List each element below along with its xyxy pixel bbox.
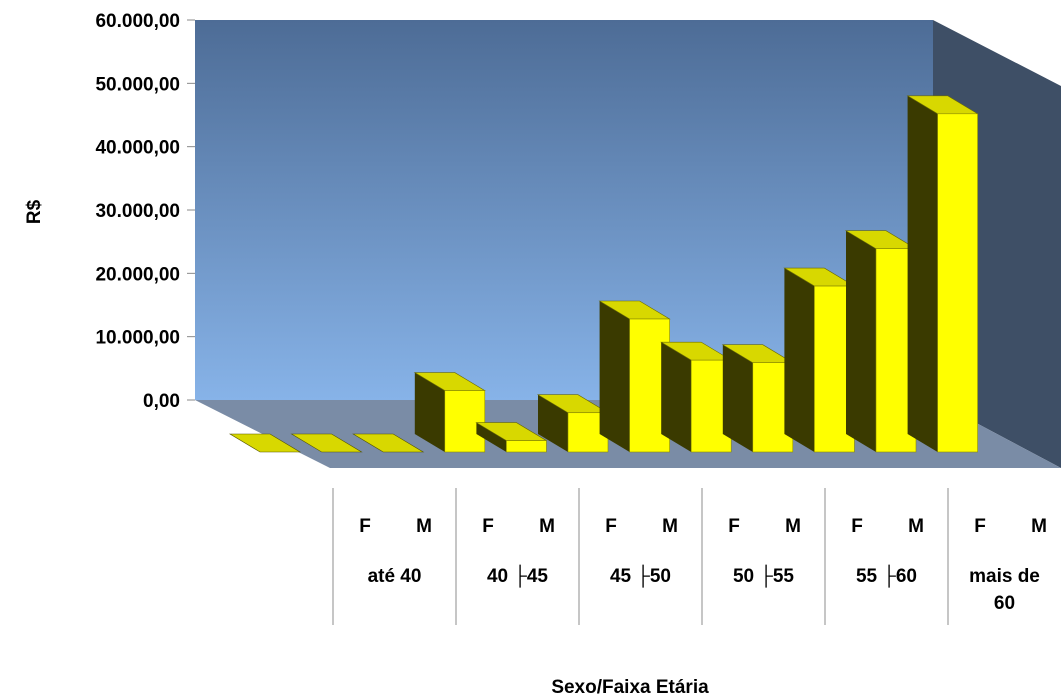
sex-label: F — [851, 516, 863, 537]
bar-side — [661, 342, 692, 452]
sex-label: M — [908, 516, 924, 537]
bar-M-12 — [906, 95, 979, 453]
bar-side — [846, 230, 876, 452]
sex-label: M — [539, 516, 555, 537]
sex-label: F — [728, 516, 740, 537]
bar-front — [937, 113, 978, 453]
y-tick-label: 60.000,00 — [95, 11, 180, 32]
bar-F-9 — [721, 344, 794, 453]
sex-label: M — [416, 516, 432, 537]
bar-flat — [290, 433, 363, 453]
y-axis-title: R$ — [24, 199, 45, 224]
bar-M-2 — [290, 433, 363, 453]
sex-label: F — [359, 516, 371, 537]
y-tick-label: 10.000,00 — [95, 328, 180, 349]
bar-F-11 — [844, 230, 918, 453]
bar-F-7 — [598, 300, 671, 453]
age-group-label: 40 ├45 — [487, 564, 548, 588]
bar-side — [414, 372, 445, 452]
bar-front — [506, 440, 547, 453]
sex-label: F — [482, 516, 494, 537]
bar-flat — [228, 433, 302, 453]
age-group-label: mais de 60 — [969, 566, 1040, 614]
sex-label: M — [785, 516, 801, 537]
y-tick-label: 30.000,00 — [95, 201, 180, 222]
bar-F-3 — [352, 433, 425, 453]
bar-front — [444, 390, 486, 453]
bar-M-10 — [783, 267, 856, 453]
bars-layer — [413, 95, 979, 453]
y-tick-label: 40.000,00 — [95, 138, 180, 159]
sex-label: M — [662, 516, 678, 537]
y-tick-label: 20.000,00 — [95, 264, 180, 285]
y-tick-label: 0,00 — [143, 391, 180, 412]
floor-layer — [228, 433, 425, 453]
sex-label: M — [1031, 516, 1047, 537]
x-axis-title: Sexo/Faixa Etária — [551, 677, 709, 698]
y-tick-label: 50.000,00 — [95, 74, 180, 95]
bar-M-8 — [660, 341, 733, 453]
bar-side — [476, 422, 507, 452]
y-axis: 0,00 10.000,00 20.000,00 30.000,00 40.000,00… — [95, 11, 195, 412]
age-group-label: 45 ├50 — [610, 564, 671, 588]
back-wall — [195, 20, 933, 400]
bar-M-4 — [413, 372, 486, 453]
sex-label: F — [605, 516, 617, 537]
age-group-label: até 40 — [368, 566, 422, 587]
bar-side — [907, 95, 938, 453]
age-group-label: 55 ├60 — [856, 564, 917, 588]
age-group-label: 50 ├55 — [733, 564, 794, 588]
bar-flat — [352, 433, 425, 453]
bar-side — [599, 301, 630, 452]
sex-label: F — [974, 516, 986, 537]
bar-F-1 — [228, 433, 302, 453]
bar-F-5 — [475, 422, 548, 453]
bar-side — [722, 344, 753, 452]
bar-side — [538, 394, 568, 452]
bar-side — [784, 268, 815, 452]
